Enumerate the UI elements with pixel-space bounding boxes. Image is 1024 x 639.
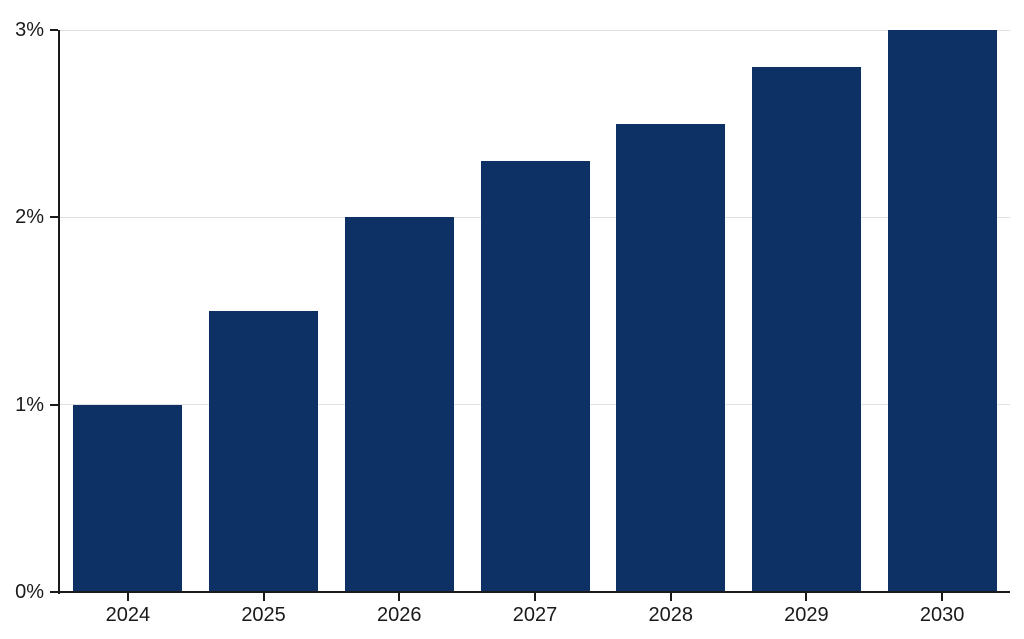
y-tick <box>50 403 58 406</box>
y-tick <box>50 216 58 219</box>
x-tick <box>534 593 536 601</box>
bar-2027 <box>480 161 590 592</box>
y-axis <box>58 30 60 594</box>
x-tick-label: 2030 <box>919 604 965 626</box>
bar-2030 <box>887 30 997 592</box>
y-tick-label: 2% <box>15 206 44 229</box>
x-tick-label: 2025 <box>241 604 286 626</box>
x-tick-label: 2026 <box>377 604 422 626</box>
bar-2024 <box>73 404 183 592</box>
x-tick <box>941 593 944 601</box>
y-tick-label: 3% <box>15 19 44 41</box>
y-tick-label: 1% <box>15 393 44 416</box>
bar-2026 <box>344 217 454 592</box>
x-tick <box>126 593 129 601</box>
gridline-3% <box>60 29 1010 31</box>
bar-2028 <box>616 123 726 592</box>
x-tick <box>262 593 265 601</box>
x-tick-label: 2029 <box>784 604 829 626</box>
bar-2029 <box>751 67 861 592</box>
x-tick <box>398 593 401 601</box>
x-axis <box>58 591 1010 593</box>
x-tick-label: 2027 <box>512 604 558 626</box>
x-tick-label: 2028 <box>648 604 693 626</box>
x-tick <box>669 593 672 601</box>
x-tick <box>805 593 808 601</box>
y-tick <box>50 591 58 593</box>
y-tick-label: 0% <box>15 581 44 603</box>
bar-2025 <box>209 311 319 592</box>
y-tick <box>50 29 58 31</box>
x-tick-label: 2024 <box>105 604 151 626</box>
